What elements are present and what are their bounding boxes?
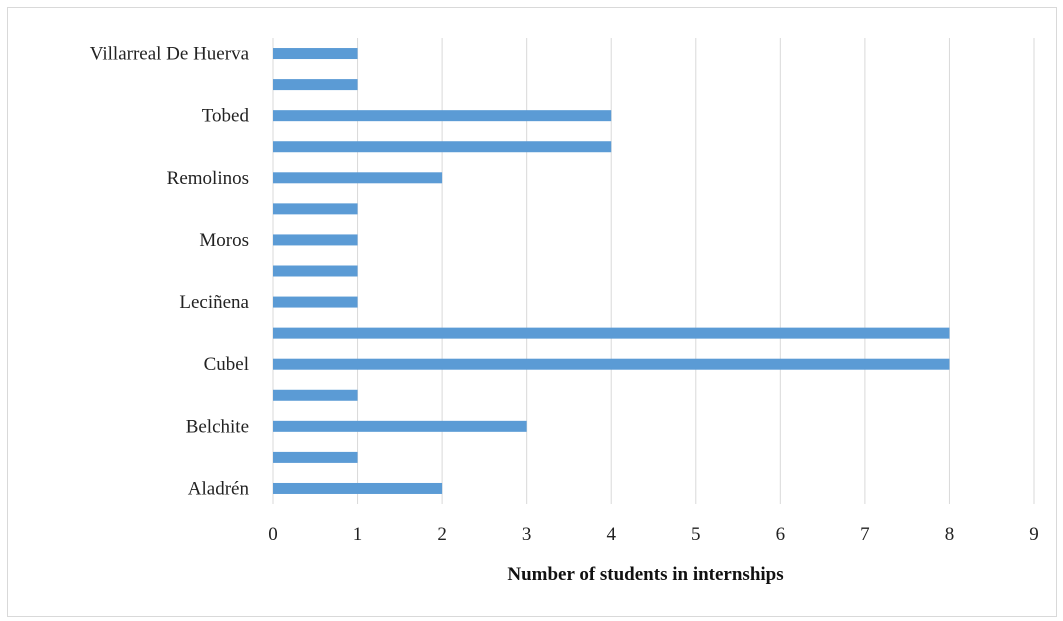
x-tick-label-5: 5 [691,524,701,545]
bar-14 [273,48,358,60]
x-tick-label-6: 6 [776,524,786,545]
chart-frame: Aladrén Belchite Cubel Leciñena Moros Remolin… [7,7,1057,617]
bar-2 [273,420,527,432]
bar-0 [273,482,443,494]
x-tick-label-4: 4 [606,524,616,545]
bar-4 [273,358,950,370]
gridlines [272,38,1035,504]
bar-13 [273,79,358,91]
category-label-4: Cubel [204,354,249,375]
bar-1 [273,451,358,463]
x-tick-labels: 0 1 2 3 4 5 6 7 8 9 [268,524,1039,545]
bar-6 [273,296,358,308]
x-tick-label-9: 9 [1029,524,1039,545]
bar-8 [273,234,358,246]
x-axis-title: Number of students in internships [507,564,783,585]
x-tick-label-8: 8 [945,524,955,545]
bar-chart: Aladrén Belchite Cubel Leciñena Moros Remolin… [90,38,1039,585]
category-label-8: Moros [199,230,249,251]
x-tick-label-3: 3 [522,524,532,545]
bar-3 [273,389,358,401]
bar-5 [273,327,950,339]
bar-10 [273,172,443,184]
bar-11 [273,141,612,153]
category-label-6: Leciñena [179,292,249,313]
category-label-10: Remolinos [167,168,249,189]
category-label-12: Tobed [202,106,250,127]
bars [273,48,950,494]
x-tick-label-1: 1 [353,524,363,545]
category-label-14: Villarreal De Huerva [90,44,250,65]
bar-9 [273,203,358,215]
x-tick-label-7: 7 [860,524,870,545]
x-tick-label-2: 2 [437,524,447,545]
bar-7 [273,265,358,277]
x-tick-label-0: 0 [268,524,278,545]
bar-12 [273,110,612,122]
category-label-0: Aladrén [188,478,250,499]
category-labels: Aladrén Belchite Cubel Leciñena Moros Remolin… [90,44,250,500]
category-label-2: Belchite [186,416,249,437]
